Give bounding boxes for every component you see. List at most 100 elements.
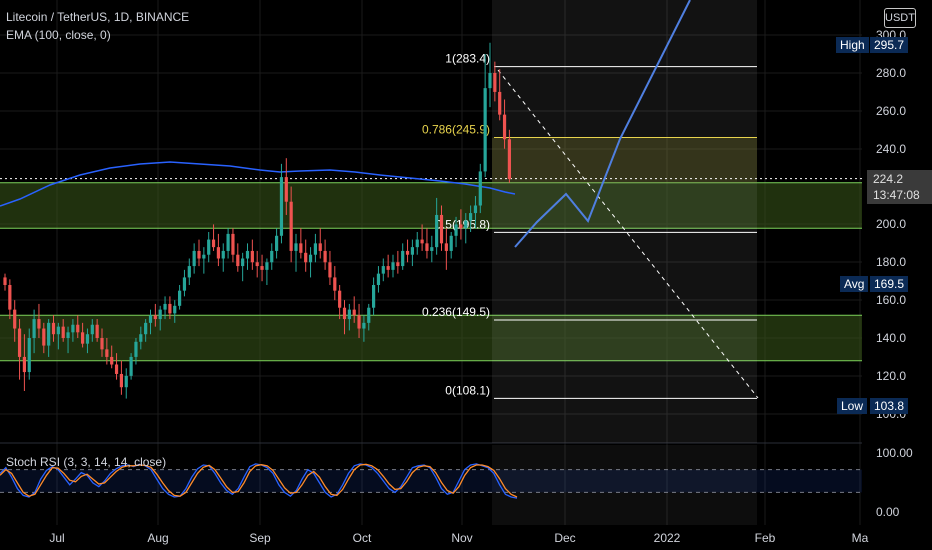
candle-body: [401, 250, 405, 267]
stoch-band: [0, 469, 862, 493]
candle-body: [435, 214, 439, 248]
candle-body: [207, 239, 211, 255]
candle-body: [51, 322, 56, 335]
last-price-tag: 224.2 13:47:08: [867, 170, 932, 204]
candle-body: [333, 277, 337, 291]
stoch-tick-label: 100.00: [876, 446, 913, 460]
candle-body: [279, 177, 284, 236]
shaded-region-stoch: [492, 445, 757, 525]
candle-body: [245, 250, 250, 259]
candle-body: [483, 88, 487, 172]
candle-body: [454, 224, 458, 236]
fib-gold-fill: [492, 137, 757, 183]
price-tick-label: 260.0: [876, 104, 906, 118]
candle-body: [81, 332, 85, 344]
currency-button[interactable]: USDT: [884, 8, 916, 28]
candle-body: [110, 356, 114, 365]
candle-body: [119, 373, 123, 388]
candle-body: [250, 250, 254, 263]
candle-body: [381, 266, 385, 274]
candle-body: [478, 171, 482, 206]
candle-body: [260, 266, 264, 270]
candle-body: [17, 328, 22, 357]
candle-body: [313, 243, 317, 255]
time-tick-label: Feb: [755, 531, 776, 545]
time-tick-label: Jul: [49, 531, 64, 545]
candle-body: [396, 262, 400, 267]
candle-body: [56, 326, 60, 335]
candle-body: [76, 324, 80, 333]
candle-body: [323, 250, 327, 263]
projection-path[interactable]: [514, 0, 691, 248]
price-tick-label: 160.0: [876, 293, 906, 307]
candle-body: [90, 324, 94, 335]
candle-body: [187, 266, 191, 278]
candle-body: [362, 322, 366, 329]
candle-body: [22, 356, 26, 373]
candle-body: [13, 309, 17, 329]
time-tick-label: Aug: [147, 531, 168, 545]
price-axis[interactable]: 300.0280.0260.0240.0200.0180.0160.0140.0…: [876, 28, 913, 519]
price-tick-label: 240.0: [876, 142, 906, 156]
fib-level-label: 0.5(195.8): [435, 217, 490, 231]
candle-body: [444, 243, 448, 251]
candle-body: [357, 315, 361, 329]
candle-body: [415, 239, 419, 248]
candle-body: [459, 224, 463, 229]
time-tick-label: Ma: [852, 531, 869, 545]
candle-body: [32, 319, 36, 338]
candle-body: [338, 290, 342, 308]
candle-body: [304, 252, 308, 263]
stoch-tick-label: 0.00: [876, 505, 900, 519]
zone-1: [0, 182, 862, 229]
candle-body: [139, 334, 143, 342]
candle-countdown: 13:47:08: [873, 188, 920, 202]
candle-body: [410, 247, 414, 255]
candle-body: [342, 307, 347, 320]
candle-body: [134, 341, 138, 357]
candle-body: [488, 73, 492, 89]
candle-body: [71, 324, 75, 333]
candle-body: [391, 262, 395, 270]
candle-body: [47, 322, 51, 346]
candle-body: [439, 214, 444, 244]
fib-level-label: 0(108.1): [445, 383, 490, 397]
candle-body: [308, 254, 313, 263]
candles: [3, 42, 511, 399]
last-price-value: 224.2: [873, 172, 904, 186]
symbol-title: Litecoin / TetherUS, 1D, BINANCE: [6, 10, 190, 24]
stoch-rsi-label[interactable]: Stoch RSI (3, 3, 14, 14, close): [6, 455, 167, 469]
candle-body: [129, 356, 133, 376]
candle-body: [386, 266, 390, 270]
fib-level-label: 0.786(245.9): [422, 123, 490, 137]
candle-body: [163, 303, 167, 310]
candle-body: [27, 338, 31, 373]
projection-line: [514, 0, 691, 248]
candle-body: [275, 235, 279, 251]
candle-body: [430, 247, 434, 251]
zone-2: [0, 315, 862, 361]
candle-body: [114, 364, 119, 374]
fibonacci-retracement[interactable]: 1(283.4) 0.786(245.9) 0.5(195.8) 0.236(149.…: [0, 52, 862, 399]
candle-body: [284, 177, 288, 202]
candle-body: [66, 332, 70, 338]
candle-body: [216, 247, 220, 259]
price-tick-label: 180.0: [876, 255, 906, 269]
candle-body: [124, 375, 128, 388]
fib-level-label: 1(283.4): [445, 52, 490, 66]
candle-body: [182, 277, 187, 291]
time-tick-label: Nov: [451, 531, 472, 545]
candle-body: [473, 205, 478, 214]
candle-body: [328, 262, 332, 278]
low-value: 103.8: [870, 398, 909, 414]
time-axis[interactable]: Jul Aug Sep Oct Nov Dec 2022 Feb Ma: [49, 531, 868, 545]
candle-body: [236, 254, 240, 267]
candle-body: [464, 220, 468, 229]
candle-body: [221, 250, 225, 259]
ema-indicator-label[interactable]: EMA (100, close, 0): [6, 28, 111, 42]
candle-body: [241, 258, 245, 267]
avg-value: 169.5: [870, 276, 909, 292]
price-tick-label: 280.0: [876, 66, 906, 80]
candle-body: [376, 273, 381, 285]
